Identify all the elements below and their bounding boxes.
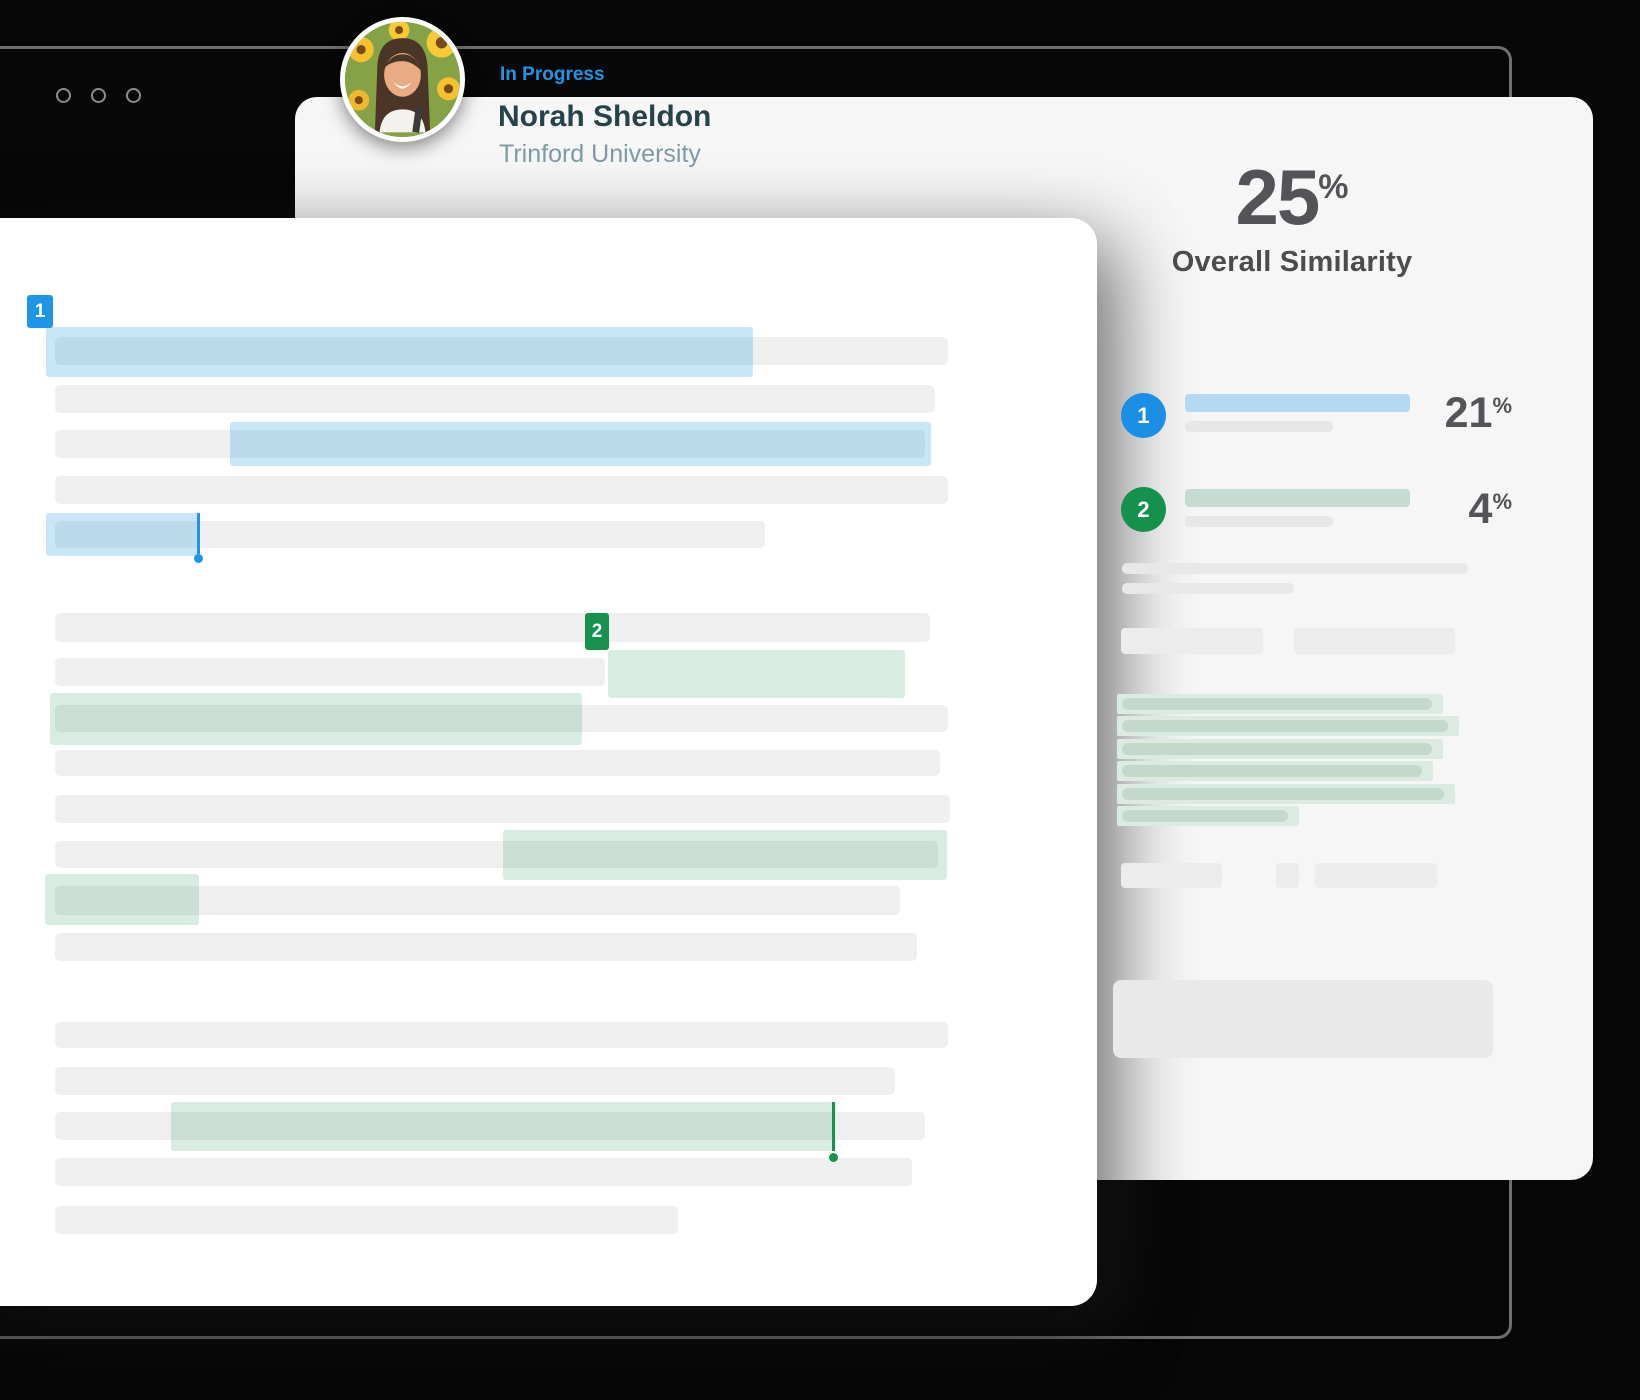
similarity-highlight-green[interactable] <box>45 874 199 925</box>
similarity-highlight-green[interactable] <box>50 693 582 745</box>
matched-source-line <box>1117 806 1299 826</box>
avatar <box>340 17 465 142</box>
sidebar-chip-skeleton <box>1294 628 1455 654</box>
text-line-skeleton <box>55 521 765 548</box>
sidebar-text-skeleton <box>1122 583 1294 594</box>
matched-source-line <box>1117 739 1443 759</box>
text-line-skeleton <box>55 1067 895 1095</box>
text-line-skeleton <box>55 385 935 413</box>
matched-source-line <box>1117 716 1459 736</box>
window-dot-1[interactable] <box>56 88 71 103</box>
text-line-skeleton <box>55 705 948 732</box>
matched-source-line-inner <box>1122 698 1432 710</box>
text-line-skeleton <box>55 1112 925 1140</box>
text-line-skeleton <box>55 841 938 868</box>
similarity-highlight-blue[interactable] <box>46 513 200 556</box>
selection-caret-line[interactable] <box>197 513 200 554</box>
match-badge-1[interactable]: 1 <box>27 295 53 328</box>
source-2-percent: 4% <box>1468 485 1512 533</box>
text-line-skeleton <box>55 886 900 915</box>
sidebar-chip-skeleton <box>1276 863 1299 888</box>
source-1-percent: 21% <box>1444 389 1512 437</box>
text-line-skeleton <box>55 337 948 365</box>
avatar-photo-placeholder <box>345 22 460 137</box>
text-line-skeleton <box>55 613 930 642</box>
overall-similarity-value: 25% <box>1235 153 1349 241</box>
similarity-highlight-green[interactable] <box>503 830 947 880</box>
similarity-highlight-blue[interactable] <box>46 327 753 377</box>
matched-source-line <box>1117 784 1455 804</box>
matched-source-line <box>1117 694 1443 714</box>
source-2-bar <box>1185 489 1410 507</box>
selection-caret-handle[interactable] <box>194 554 203 563</box>
source-2-marker[interactable]: 2 <box>1121 487 1166 532</box>
person-name: Norah Sheldon <box>498 100 712 133</box>
match-badge-2[interactable]: 2 <box>585 613 609 650</box>
matched-source-line <box>1117 761 1433 781</box>
matched-source-line-inner <box>1122 765 1422 777</box>
sidebar-text-skeleton <box>1122 563 1468 574</box>
text-line-skeleton <box>55 476 948 504</box>
person-organization: Trinford University <box>499 140 701 168</box>
selection-caret-line[interactable] <box>832 1102 835 1151</box>
text-line-skeleton <box>55 430 925 458</box>
source-1-marker[interactable]: 1 <box>1121 393 1166 438</box>
sidebar-chip-skeleton <box>1121 628 1263 654</box>
matched-source-line-inner <box>1122 788 1444 800</box>
text-line-skeleton <box>55 933 917 961</box>
source-1-subline <box>1185 421 1333 432</box>
text-line-skeleton <box>55 1022 948 1048</box>
similarity-highlight-blue[interactable] <box>230 422 931 466</box>
sidebar-chip-skeleton <box>1315 863 1437 888</box>
similarity-highlight-green[interactable] <box>608 650 905 698</box>
window-dot-2[interactable] <box>91 88 106 103</box>
overall-similarity: 25% Overall Similarity <box>1117 158 1467 279</box>
window-dot-3[interactable] <box>126 88 141 103</box>
selection-caret-handle[interactable] <box>829 1153 838 1162</box>
sidebar-chip-skeleton <box>1121 863 1222 888</box>
text-line-skeleton <box>55 750 940 776</box>
text-line-skeleton <box>55 795 950 823</box>
text-line-skeleton <box>55 1206 678 1234</box>
status-badge: In Progress <box>500 64 605 85</box>
similarity-highlight-green[interactable] <box>171 1102 835 1151</box>
matched-source-line-inner <box>1122 810 1288 822</box>
matched-source-line-inner <box>1122 720 1448 732</box>
source-1-bar <box>1185 394 1410 412</box>
overall-similarity-label: Overall Similarity <box>1171 246 1413 278</box>
text-line-skeleton <box>55 658 605 686</box>
matched-source-line-inner <box>1122 743 1432 755</box>
action-button-placeholder[interactable] <box>1113 980 1493 1058</box>
source-2-subline <box>1185 516 1333 527</box>
text-line-skeleton <box>55 1158 912 1186</box>
